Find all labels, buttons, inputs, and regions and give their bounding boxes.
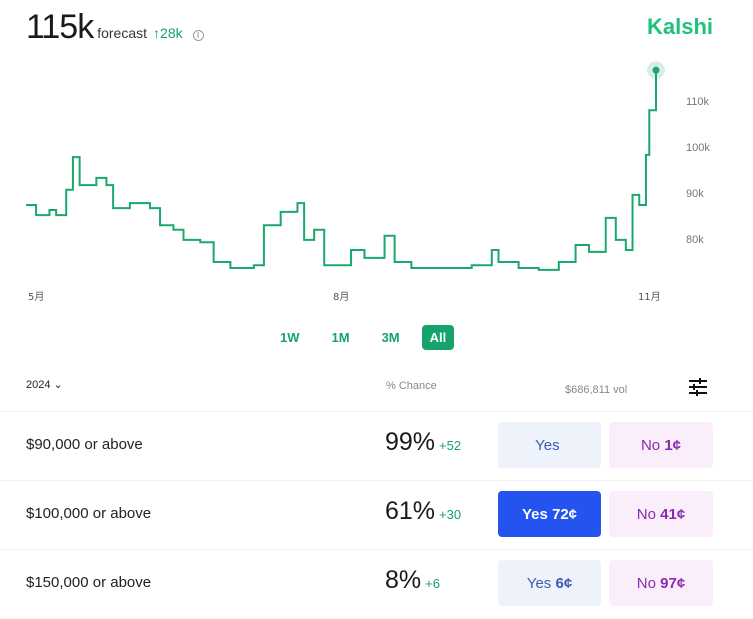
yes-label: Yes xyxy=(535,436,560,454)
yes-button[interactable]: Yes xyxy=(498,422,601,468)
forecast-value: 115k xyxy=(26,8,94,46)
tab-3m[interactable]: 3M xyxy=(381,330,400,345)
market-label: $90,000 or above xyxy=(26,436,143,453)
chance-percent: 61% xyxy=(385,497,436,525)
tab-all[interactable]: All xyxy=(421,325,455,350)
y-tick-label: 90k xyxy=(686,188,704,200)
forecast-label: forecast xyxy=(97,25,148,41)
chance-percent: 8% xyxy=(385,566,422,594)
no-label: No xyxy=(640,436,661,454)
forecast-change: ↑28k xyxy=(153,25,183,41)
chance-header: % Chance xyxy=(386,380,437,392)
year-value: 2024 xyxy=(26,379,51,391)
market-label: $150,000 or above xyxy=(26,574,152,591)
chance-percent: 99% xyxy=(385,428,436,456)
no-price: 1¢ xyxy=(664,436,682,454)
tab-1w[interactable]: 1W xyxy=(280,330,300,345)
last-point xyxy=(652,66,660,74)
no-label: No xyxy=(636,574,656,592)
no-button[interactable]: No 1¢ xyxy=(609,422,713,468)
chance-change: +52 xyxy=(439,438,462,453)
market-row: $90,000 or above 99% +52 Yes No 1¢ xyxy=(0,411,753,480)
yes-price: 72¢ xyxy=(552,505,578,523)
chevron-down-icon: ⌄ xyxy=(53,379,63,391)
year-select[interactable]: 2024 ⌄ xyxy=(26,378,63,391)
market-row: $150,000 or above 8% +6 Yes 6¢ No 97¢ xyxy=(0,549,753,618)
info-icon[interactable]: i xyxy=(192,30,204,41)
tab-1m[interactable]: 1M xyxy=(331,330,350,345)
x-tick-label: 5月 xyxy=(28,291,44,303)
forecast-header: 115k forecast ↑28k i xyxy=(26,8,204,47)
range-tabs: 1W 1M 3M All xyxy=(270,325,455,350)
x-tick-label: 8月 xyxy=(333,291,349,303)
filter-sliders-icon[interactable] xyxy=(688,378,708,396)
y-tick-label: 80k xyxy=(686,234,704,246)
series-line xyxy=(26,70,657,271)
yes-button[interactable]: Yes 72¢ xyxy=(498,491,601,537)
chance-value: 99% +52 xyxy=(385,428,461,457)
no-price: 41¢ xyxy=(660,505,686,523)
yes-label: Yes xyxy=(526,574,552,592)
market-label: $100,000 or above xyxy=(26,505,152,522)
market-row: $100,000 or above 61% +30 Yes 72¢ No 41¢ xyxy=(0,480,753,549)
yes-price: 6¢ xyxy=(555,574,573,592)
chance-value: 61% +30 xyxy=(385,497,461,526)
chance-change: +6 xyxy=(425,576,440,591)
no-label: No xyxy=(636,505,656,523)
yes-button[interactable]: Yes 6¢ xyxy=(498,560,601,606)
no-button[interactable]: No 97¢ xyxy=(609,560,713,606)
chance-change: +30 xyxy=(439,507,462,522)
price-chart: 80k 90k 100k 110k 5月 8月 11月 xyxy=(26,61,710,303)
y-tick-label: 110k xyxy=(686,96,710,108)
y-tick-label: 100k xyxy=(686,142,710,154)
no-button[interactable]: No 41¢ xyxy=(609,491,713,537)
kalshi-logo[interactable]: Kalshi xyxy=(646,14,713,39)
chance-value: 8% +6 xyxy=(385,566,440,595)
volume: $686,811 vol xyxy=(565,384,628,396)
x-tick-label: 11月 xyxy=(638,291,661,303)
yes-label: Yes xyxy=(521,505,548,523)
no-price: 97¢ xyxy=(660,574,686,592)
